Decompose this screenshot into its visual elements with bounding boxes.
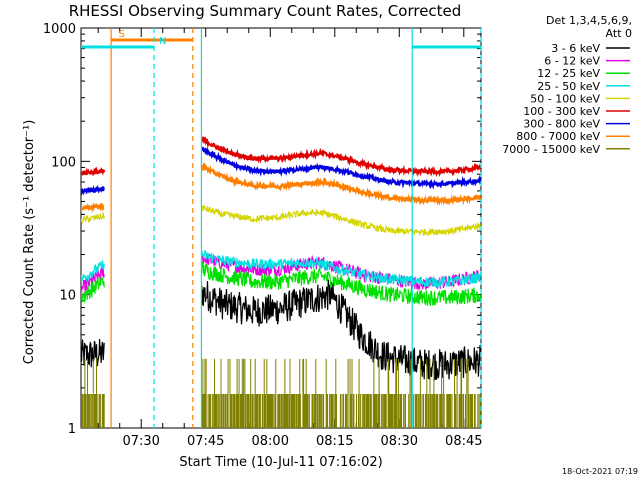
chart-title: RHESSI Observing Summary Count Rates, Co… [69,2,462,20]
x-tick-label: 08:45 [445,434,482,449]
x-axis-label: Start Time (10-Jul-11 07:16:02) [179,455,382,470]
legend-entry-label: 3 - 6 keV [551,42,600,55]
series-line-4 [81,204,481,237]
y-tick-label: 100 [51,155,76,170]
series-line-7 [81,161,481,213]
series-line-8 [81,358,481,428]
series-line-2 [81,261,481,306]
y-axis-label: Corrected Count Rate (s⁻¹ detector⁻¹) [22,120,37,365]
y-tick-label: 1 [68,422,76,437]
x-tick-label: 08:15 [316,434,353,449]
legend-entry-label: 800 - 7000 keV [516,130,600,143]
series-line-5 [81,135,481,178]
legend-entry-label: 6 - 12 keV [544,55,600,68]
legend-entry-label: 12 - 25 keV [537,67,600,80]
x-tick-label: 08:00 [252,434,289,449]
timestamp-footer: 18-Oct-2021 07:19 [562,467,638,476]
x-tick-label: 08:30 [381,434,418,449]
flag-label-0: S [119,29,125,40]
plot-area: 1 10 100 1000 07:30 07:45 08:00 08:15 08:30 08:45… [43,22,483,449]
legend-entry-label: 25 - 50 keV [537,80,600,93]
y-tick-label: 10 [59,289,76,304]
legend-header-attenuator: Att 0 [606,27,632,40]
legend-entry-label: 300 - 800 keV [523,118,600,131]
series-line-6 [81,146,481,196]
y-tick-label: 1000 [43,22,76,37]
x-tick-label: 07:30 [122,434,159,449]
flag-label-1: N [159,36,166,47]
legend-entry-label: 50 - 100 keV [530,92,600,105]
legend-entry-label: 7000 - 15000 keV [502,143,600,156]
x-tick-label: 07:45 [187,434,224,449]
legend-header-detectors: Det 1,3,4,5,6,9, [546,14,632,27]
legend-entry-label: 100 - 300 keV [523,105,600,118]
series-line-3 [81,249,481,289]
